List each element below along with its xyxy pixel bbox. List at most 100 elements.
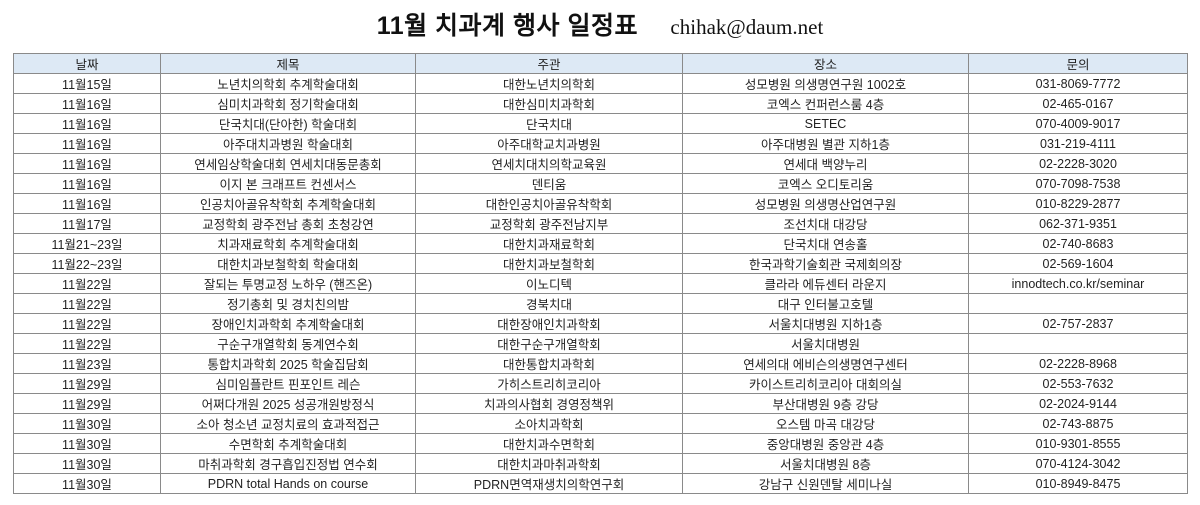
title-cell: 연세임상학술대회 연세치대동문총회 (160, 153, 416, 174)
organizer-cell: 이노디텍 (415, 273, 683, 294)
column-header-organizer: 주관 (415, 53, 683, 74)
venue-cell: 서울치대병원 지하1층 (682, 313, 969, 334)
venue-cell: 코엑스 컨퍼런스룸 4층 (682, 93, 969, 114)
table-row: 11월30일 소아 청소년 교정치료의 효과적접근 소아치과학회 오스템 마곡 대강당… (13, 413, 1188, 434)
date-cell: 11월22일 (13, 313, 161, 334)
date-cell: 11월16일 (13, 93, 161, 114)
contact-cell: 010-9301-8555 (968, 433, 1188, 454)
table-row: 11월16일 인공치아골유착학회 추계학술대회 대한인공치아골유착학회 성모병원 의생… (13, 193, 1188, 214)
column-header-date: 날짜 (13, 53, 161, 74)
contact-cell: innodtech.co.kr/seminar (968, 273, 1188, 294)
date-cell: 11월16일 (13, 133, 161, 154)
page-header: 11월 치과계 행사 일정표 chihak@daum.net (0, 6, 1200, 40)
title-cell: 대한치과보철학회 학술대회 (160, 253, 416, 274)
table-row: 11월15일 노년치의학회 추계학술대회 대한노년치의학회 성모병원 의생명연구원 1… (13, 73, 1188, 94)
venue-cell: SETEC (682, 113, 969, 134)
title-cell: 인공치아골유착학회 추계학술대회 (160, 193, 416, 214)
contact-cell: 010-8949-8475 (968, 473, 1188, 494)
contact-cell: 070-4009-9017 (968, 113, 1188, 134)
event-schedule-table: 날짜 제목 주관 장소 문의 11월15일 노년치의학회 추계학술대회 대한노년치의… (13, 53, 1188, 494)
title-cell: 통합치과학회 2025 학술집담회 (160, 353, 416, 374)
date-cell: 11월15일 (13, 73, 161, 94)
organizer-cell: 대한통합치과학회 (415, 353, 683, 374)
table-row: 11월22일 잘되는 투명교정 노하우 (핸즈온) 이노디텍 클라라 에듀센터 라운지… (13, 273, 1188, 294)
date-cell: 11월30일 (13, 433, 161, 454)
venue-cell: 카이스트리히코리아 대회의실 (682, 373, 969, 394)
table-row: 11월16일 이지 본 크래프트 컨센서스 덴티움 코엑스 오디토리움 070-7098… (13, 173, 1188, 194)
organizer-cell: 경북치대 (415, 293, 683, 314)
title-cell: 장애인치과학회 추계학술대회 (160, 313, 416, 334)
organizer-cell: 덴티움 (415, 173, 683, 194)
venue-cell: 서울치대병원 8층 (682, 453, 969, 474)
venue-cell: 서울치대병원 (682, 333, 969, 354)
title-cell: 치과재료학회 추계학술대회 (160, 233, 416, 254)
table-row: 11월29일 어쩌다개원 2025 성공개원방정식 치과의사협회 경영정책위 부산대병… (13, 393, 1188, 414)
contact-cell: 031-8069-7772 (968, 73, 1188, 94)
organizer-cell: 대한심미치과학회 (415, 93, 683, 114)
table-row: 11월16일 심미치과학회 정기학술대회 대한심미치과학회 코엑스 컨퍼런스룸 4층 0… (13, 93, 1188, 114)
contact-cell: 02-2228-8968 (968, 353, 1188, 374)
date-cell: 11월23일 (13, 353, 161, 374)
contact-cell: 02-743-8875 (968, 413, 1188, 434)
contact-cell: 02-2228-3020 (968, 153, 1188, 174)
title-cell: 소아 청소년 교정치료의 효과적접근 (160, 413, 416, 434)
date-cell: 11월30일 (13, 453, 161, 474)
table-row: 11월17일 교정학회 광주전남 총회 초청강연 교정학회 광주전남지부 조선치대 대… (13, 213, 1188, 234)
date-cell: 11월16일 (13, 153, 161, 174)
venue-cell: 조선치대 대강당 (682, 213, 969, 234)
date-cell: 11월29일 (13, 373, 161, 394)
venue-cell: 성모병원 의생명산업연구원 (682, 193, 969, 214)
organizer-cell: 대한인공치아골유착학회 (415, 193, 683, 214)
organizer-cell: 대한치과재료학회 (415, 233, 683, 254)
organizer-cell: 치과의사협회 경영정책위 (415, 393, 683, 414)
contact-cell: 070-7098-7538 (968, 173, 1188, 194)
venue-cell: 부산대병원 9층 강당 (682, 393, 969, 414)
organizer-cell: 가히스트리히코리아 (415, 373, 683, 394)
venue-cell: 성모병원 의생명연구원 1002호 (682, 73, 969, 94)
contact-cell: 02-740-8683 (968, 233, 1188, 254)
organizer-cell: 대한치과보철학회 (415, 253, 683, 274)
table-body: 11월15일 노년치의학회 추계학술대회 대한노년치의학회 성모병원 의생명연구원 1… (13, 73, 1188, 494)
organizer-cell: 대한치과마취과학회 (415, 453, 683, 474)
contact-email: chihak@daum.net (670, 15, 824, 39)
table-row: 11월22일 구순구개열학회 동계연수회 대한구순구개열학회 서울치대병원 (13, 333, 1188, 354)
contact-cell: 02-569-1604 (968, 253, 1188, 274)
table-row: 11월29일 심미임플란트 핀포인트 레슨 가히스트리히코리아 카이스트리히코리아 대… (13, 373, 1188, 394)
date-cell: 11월16일 (13, 173, 161, 194)
title-cell: 이지 본 크래프트 컨센서스 (160, 173, 416, 194)
title-cell: 아주대치과병원 학술대회 (160, 133, 416, 154)
table-row: 11월30일 마취과학회 경구흡입진정법 연수회 대한치과마취과학회 서울치대병원 8… (13, 453, 1188, 474)
table-row: 11월30일 수면학회 추계학술대회 대한치과수면학회 중앙대병원 중앙관 4층 010… (13, 433, 1188, 454)
contact-cell: 02-465-0167 (968, 93, 1188, 114)
organizer-cell: PDRN면역재생치의학연구회 (415, 473, 683, 494)
organizer-cell: 아주대학교치과병원 (415, 133, 683, 154)
organizer-cell: 교정학회 광주전남지부 (415, 213, 683, 234)
title-cell: PDRN total Hands on course (160, 473, 416, 494)
venue-cell: 클라라 에듀센터 라운지 (682, 273, 969, 294)
venue-cell: 강남구 신원덴탈 세미나실 (682, 473, 969, 494)
date-cell: 11월22~23일 (13, 253, 161, 274)
title-cell: 잘되는 투명교정 노하우 (핸즈온) (160, 273, 416, 294)
venue-cell: 연세의대 에비슨의생명연구센터 (682, 353, 969, 374)
date-cell: 11월29일 (13, 393, 161, 414)
venue-cell: 아주대병원 별관 지하1층 (682, 133, 969, 154)
title-cell: 정기총회 및 경치친의밤 (160, 293, 416, 314)
organizer-cell: 단국치대 (415, 113, 683, 134)
title-cell: 단국치대(단아한) 학술대회 (160, 113, 416, 134)
venue-cell: 단국치대 연송홀 (682, 233, 969, 254)
date-cell: 11월22일 (13, 333, 161, 354)
venue-cell: 코엑스 오디토리움 (682, 173, 969, 194)
title-cell: 심미임플란트 핀포인트 레슨 (160, 373, 416, 394)
title-cell: 노년치의학회 추계학술대회 (160, 73, 416, 94)
date-cell: 11월22일 (13, 293, 161, 314)
contact-cell: 031-219-4111 (968, 133, 1188, 154)
title-cell: 어쩌다개원 2025 성공개원방정식 (160, 393, 416, 414)
contact-cell: 02-553-7632 (968, 373, 1188, 394)
contact-cell: 02-2024-9144 (968, 393, 1188, 414)
table-row: 11월21~23일 치과재료학회 추계학술대회 대한치과재료학회 단국치대 연송홀 02… (13, 233, 1188, 254)
date-cell: 11월16일 (13, 193, 161, 214)
venue-cell: 중앙대병원 중앙관 4층 (682, 433, 969, 454)
contact-cell: 02-757-2837 (968, 313, 1188, 334)
venue-cell: 한국과학기술회관 국제회의장 (682, 253, 969, 274)
column-header-venue: 장소 (682, 53, 969, 74)
